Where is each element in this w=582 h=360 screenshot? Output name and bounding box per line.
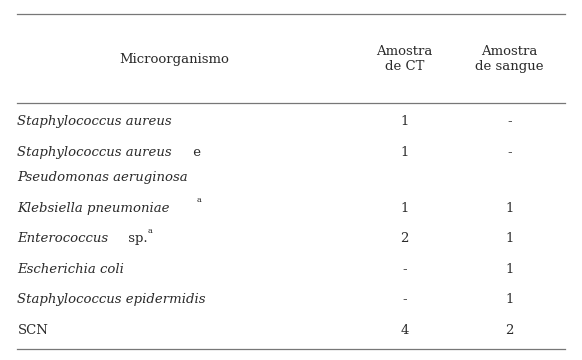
- Text: 1: 1: [400, 115, 409, 128]
- Text: Staphylococcus aureus: Staphylococcus aureus: [17, 115, 172, 128]
- Text: 1: 1: [400, 202, 409, 215]
- Text: 1: 1: [505, 232, 513, 246]
- Text: 1: 1: [400, 146, 409, 159]
- Text: 2: 2: [505, 324, 513, 337]
- Text: -: -: [402, 263, 407, 276]
- Text: 4: 4: [400, 324, 409, 337]
- Text: e: e: [189, 146, 201, 159]
- Text: 2: 2: [400, 232, 409, 246]
- Text: Escherichia coli: Escherichia coli: [17, 263, 125, 276]
- Text: Amostra
de sangue: Amostra de sangue: [475, 45, 544, 73]
- Text: 1: 1: [505, 293, 513, 306]
- Text: sp.: sp.: [124, 232, 148, 246]
- Text: -: -: [402, 293, 407, 306]
- Text: a: a: [197, 197, 201, 204]
- Text: -: -: [507, 146, 512, 159]
- Text: Microorganismo: Microorganismo: [120, 53, 229, 66]
- Text: 1: 1: [505, 202, 513, 215]
- Text: -: -: [507, 115, 512, 128]
- Text: Amostra
de CT: Amostra de CT: [377, 45, 432, 73]
- Text: Pseudomonas aeruginosa: Pseudomonas aeruginosa: [17, 171, 188, 184]
- Text: Staphylococcus aureus: Staphylococcus aureus: [17, 146, 172, 159]
- Text: Enterococcus: Enterococcus: [17, 232, 109, 246]
- Text: a: a: [148, 227, 152, 235]
- Text: SCN: SCN: [17, 324, 48, 337]
- Text: Staphylococcus epidermidis: Staphylococcus epidermidis: [17, 293, 206, 306]
- Text: Klebsiella pneumoniae: Klebsiella pneumoniae: [17, 202, 170, 215]
- Text: 1: 1: [505, 263, 513, 276]
